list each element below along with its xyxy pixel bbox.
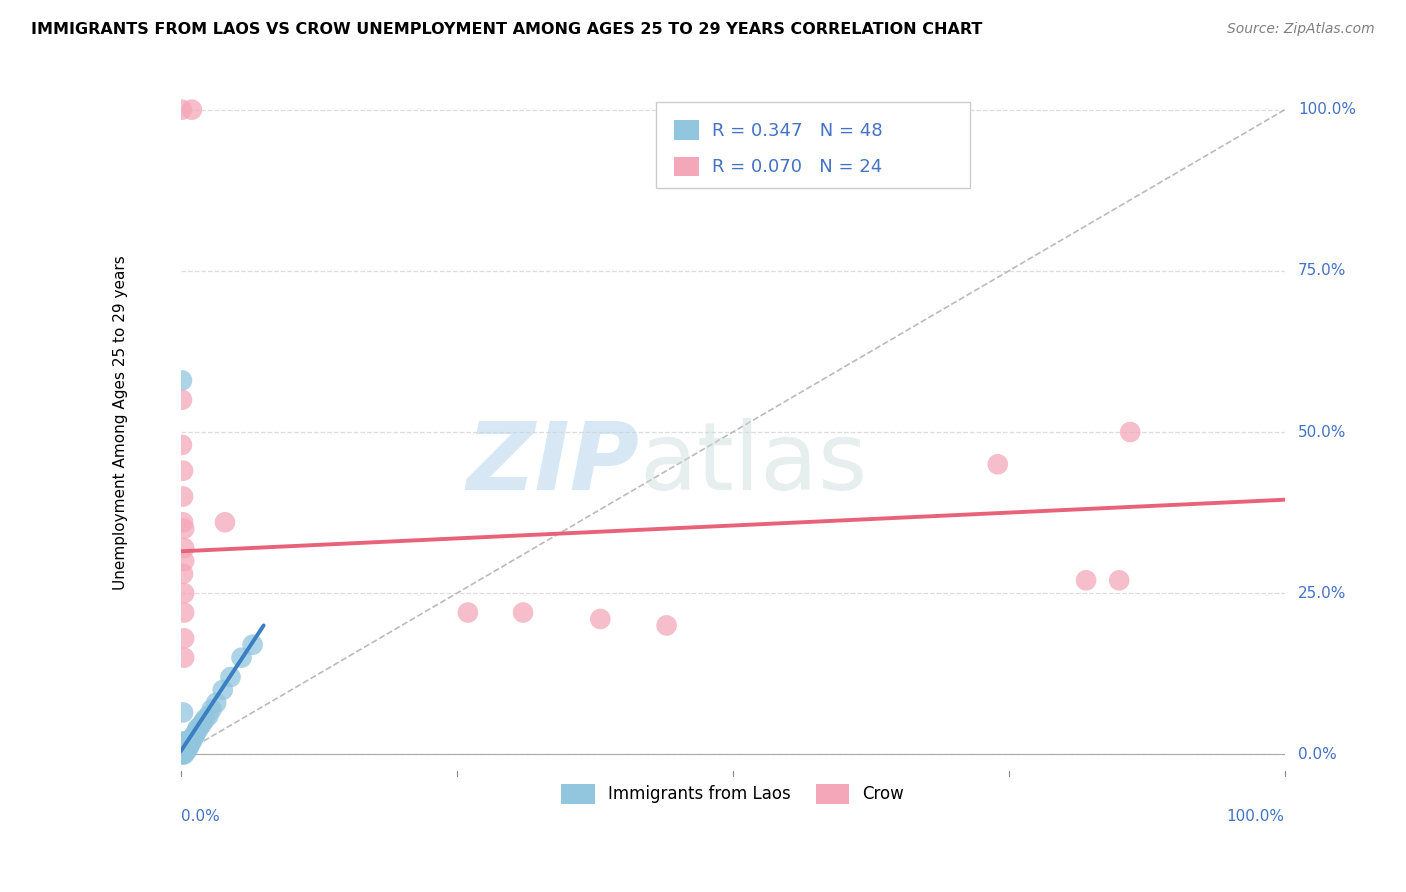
Point xyxy=(170,747,193,762)
Legend: Immigrants from Laos, Crow: Immigrants from Laos, Crow xyxy=(555,777,911,811)
Text: 50.0%: 50.0% xyxy=(1298,425,1347,440)
FancyBboxPatch shape xyxy=(655,102,970,188)
Point xyxy=(172,516,194,530)
Text: Unemployment Among Ages 25 to 29 years: Unemployment Among Ages 25 to 29 years xyxy=(112,255,128,590)
Point xyxy=(170,744,193,758)
Text: R = 0.347   N = 48: R = 0.347 N = 48 xyxy=(711,122,883,140)
Point xyxy=(173,554,195,568)
Point xyxy=(174,734,197,748)
Text: 0.0%: 0.0% xyxy=(181,809,219,823)
Point xyxy=(242,638,264,652)
Point xyxy=(172,738,194,752)
Point xyxy=(186,722,208,736)
Text: Source: ZipAtlas.com: Source: ZipAtlas.com xyxy=(1227,22,1375,37)
Point xyxy=(174,744,197,758)
Point xyxy=(180,731,202,746)
Point xyxy=(172,734,194,748)
Point xyxy=(1119,425,1142,439)
Text: atlas: atlas xyxy=(638,417,868,509)
Point xyxy=(173,586,195,600)
Point xyxy=(186,724,208,739)
Point xyxy=(176,734,198,748)
Point xyxy=(180,103,202,117)
Text: 100.0%: 100.0% xyxy=(1227,809,1285,823)
Text: ZIP: ZIP xyxy=(467,417,638,509)
Text: R = 0.070   N = 24: R = 0.070 N = 24 xyxy=(711,158,882,176)
Point xyxy=(170,392,193,407)
Point xyxy=(987,457,1010,471)
Point xyxy=(201,702,224,716)
Point xyxy=(211,682,233,697)
Point xyxy=(231,650,253,665)
Point xyxy=(219,670,242,684)
Text: 0.0%: 0.0% xyxy=(1298,747,1337,762)
Point xyxy=(197,708,219,723)
Point xyxy=(176,738,198,752)
Point xyxy=(205,696,228,710)
Point xyxy=(172,747,194,762)
Text: IMMIGRANTS FROM LAOS VS CROW UNEMPLOYMENT AMONG AGES 25 TO 29 YEARS CORRELATION : IMMIGRANTS FROM LAOS VS CROW UNEMPLOYMEN… xyxy=(31,22,983,37)
Point xyxy=(214,516,236,530)
Point xyxy=(194,712,217,726)
Point xyxy=(170,740,193,755)
FancyBboxPatch shape xyxy=(675,157,699,177)
Point xyxy=(172,740,194,755)
Point xyxy=(176,740,198,755)
Point xyxy=(173,744,195,758)
Point xyxy=(176,744,198,758)
Point xyxy=(190,718,212,732)
Point xyxy=(177,740,200,755)
Point xyxy=(180,734,202,748)
Point xyxy=(170,744,193,758)
Point xyxy=(181,731,204,746)
Point xyxy=(170,740,193,755)
Point xyxy=(180,734,202,748)
Point xyxy=(172,490,194,504)
Point xyxy=(177,738,200,752)
Point xyxy=(172,706,194,720)
Point xyxy=(170,103,193,117)
Point xyxy=(179,738,201,752)
Point xyxy=(176,738,198,752)
Text: 25.0%: 25.0% xyxy=(1298,586,1347,600)
Point xyxy=(191,715,214,730)
Point xyxy=(512,606,534,620)
Point xyxy=(173,738,195,752)
Point xyxy=(173,747,195,762)
Point xyxy=(173,632,195,646)
Point xyxy=(183,728,205,742)
Point xyxy=(173,541,195,555)
Point xyxy=(655,618,678,632)
Point xyxy=(172,744,194,758)
Point xyxy=(1108,574,1130,588)
Point xyxy=(179,734,201,748)
Point xyxy=(1074,574,1097,588)
Point xyxy=(173,650,195,665)
Point xyxy=(173,740,195,755)
Point xyxy=(176,740,198,755)
Point xyxy=(172,566,194,581)
Point xyxy=(184,728,207,742)
Point xyxy=(187,722,209,736)
Point xyxy=(170,374,193,388)
Point xyxy=(170,438,193,452)
Point xyxy=(173,606,195,620)
Point xyxy=(589,612,612,626)
Point xyxy=(457,606,479,620)
Point xyxy=(172,464,194,478)
Text: 100.0%: 100.0% xyxy=(1298,103,1355,117)
Point xyxy=(173,522,195,536)
Point xyxy=(174,740,197,755)
FancyBboxPatch shape xyxy=(675,120,699,140)
Text: 75.0%: 75.0% xyxy=(1298,263,1347,278)
